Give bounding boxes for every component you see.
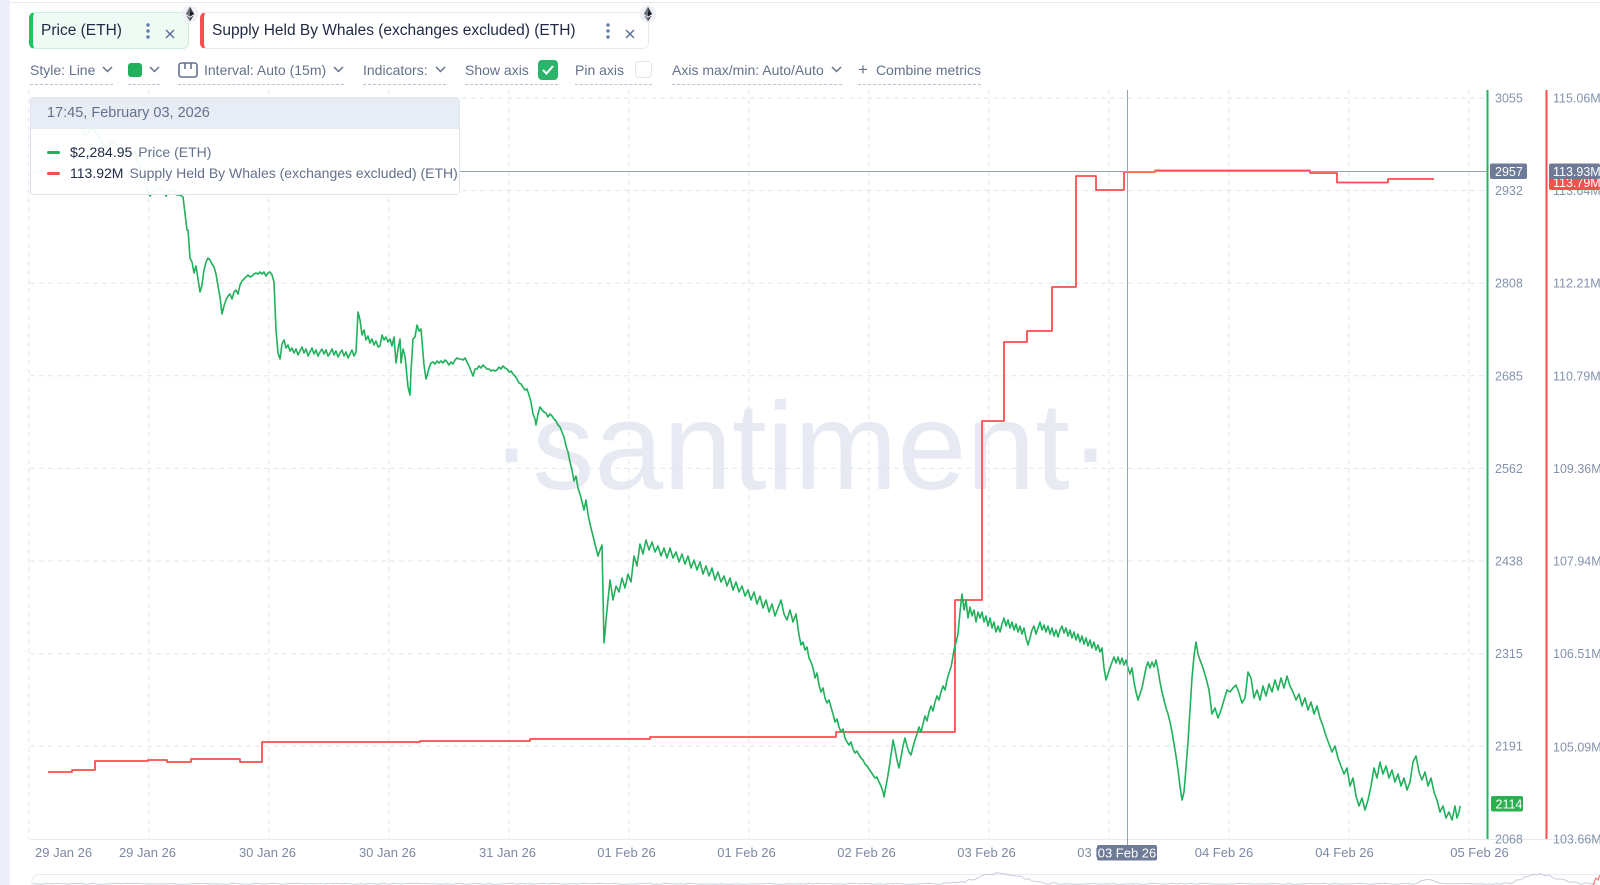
svg-text:2562: 2562 xyxy=(1495,462,1523,476)
svg-text:01 Feb 26: 01 Feb 26 xyxy=(597,845,656,860)
svg-text:02 Feb 26: 02 Feb 26 xyxy=(837,845,896,860)
svg-text:113.93M: 113.93M xyxy=(1553,165,1600,179)
svg-text:30 Jan 26: 30 Jan 26 xyxy=(239,845,296,860)
svg-text:03 Feb 26: 03 Feb 26 xyxy=(1098,846,1157,861)
svg-text:2315: 2315 xyxy=(1495,647,1523,661)
svg-text:103.66M: 103.66M xyxy=(1553,833,1600,847)
svg-text:2957: 2957 xyxy=(1495,165,1523,179)
svg-text:2068: 2068 xyxy=(1495,833,1523,847)
svg-text:106.51M: 106.51M xyxy=(1553,647,1600,661)
svg-text:2114: 2114 xyxy=(1496,798,1523,812)
svg-text:30 Jan 26: 30 Jan 26 xyxy=(359,845,416,860)
svg-text:107.94M: 107.94M xyxy=(1553,555,1600,569)
svg-text:2685: 2685 xyxy=(1495,369,1523,383)
svg-text:05 Feb 26: 05 Feb 26 xyxy=(1450,845,1509,860)
svg-text:2808: 2808 xyxy=(1495,277,1523,291)
svg-text:109.36M: 109.36M xyxy=(1553,462,1600,476)
svg-text:29 Jan 26: 29 Jan 26 xyxy=(119,845,176,860)
svg-text:3055: 3055 xyxy=(1495,92,1523,106)
svg-text:115.06M: 115.06M xyxy=(1553,92,1600,106)
svg-text:105.09M: 105.09M xyxy=(1553,741,1600,755)
svg-text:04 Feb 26: 04 Feb 26 xyxy=(1315,845,1374,860)
svg-text:112.21M: 112.21M xyxy=(1553,277,1600,291)
svg-text:2191: 2191 xyxy=(1495,740,1523,754)
svg-text:01 Feb 26: 01 Feb 26 xyxy=(717,845,776,860)
svg-text:31 Jan 26: 31 Jan 26 xyxy=(479,845,536,860)
svg-text:29 Jan 26: 29 Jan 26 xyxy=(35,845,92,860)
svg-text:113.79M: 113.79M xyxy=(1553,176,1600,190)
svg-text:2932: 2932 xyxy=(1495,184,1523,198)
svg-text:04 Feb 26: 04 Feb 26 xyxy=(1195,845,1254,860)
svg-text:03 Feb 26: 03 Feb 26 xyxy=(957,845,1016,860)
svg-text:110.79M: 110.79M xyxy=(1553,369,1600,383)
svg-text:·santiment·: ·santiment· xyxy=(491,378,1111,516)
svg-text:2438: 2438 xyxy=(1495,555,1523,569)
